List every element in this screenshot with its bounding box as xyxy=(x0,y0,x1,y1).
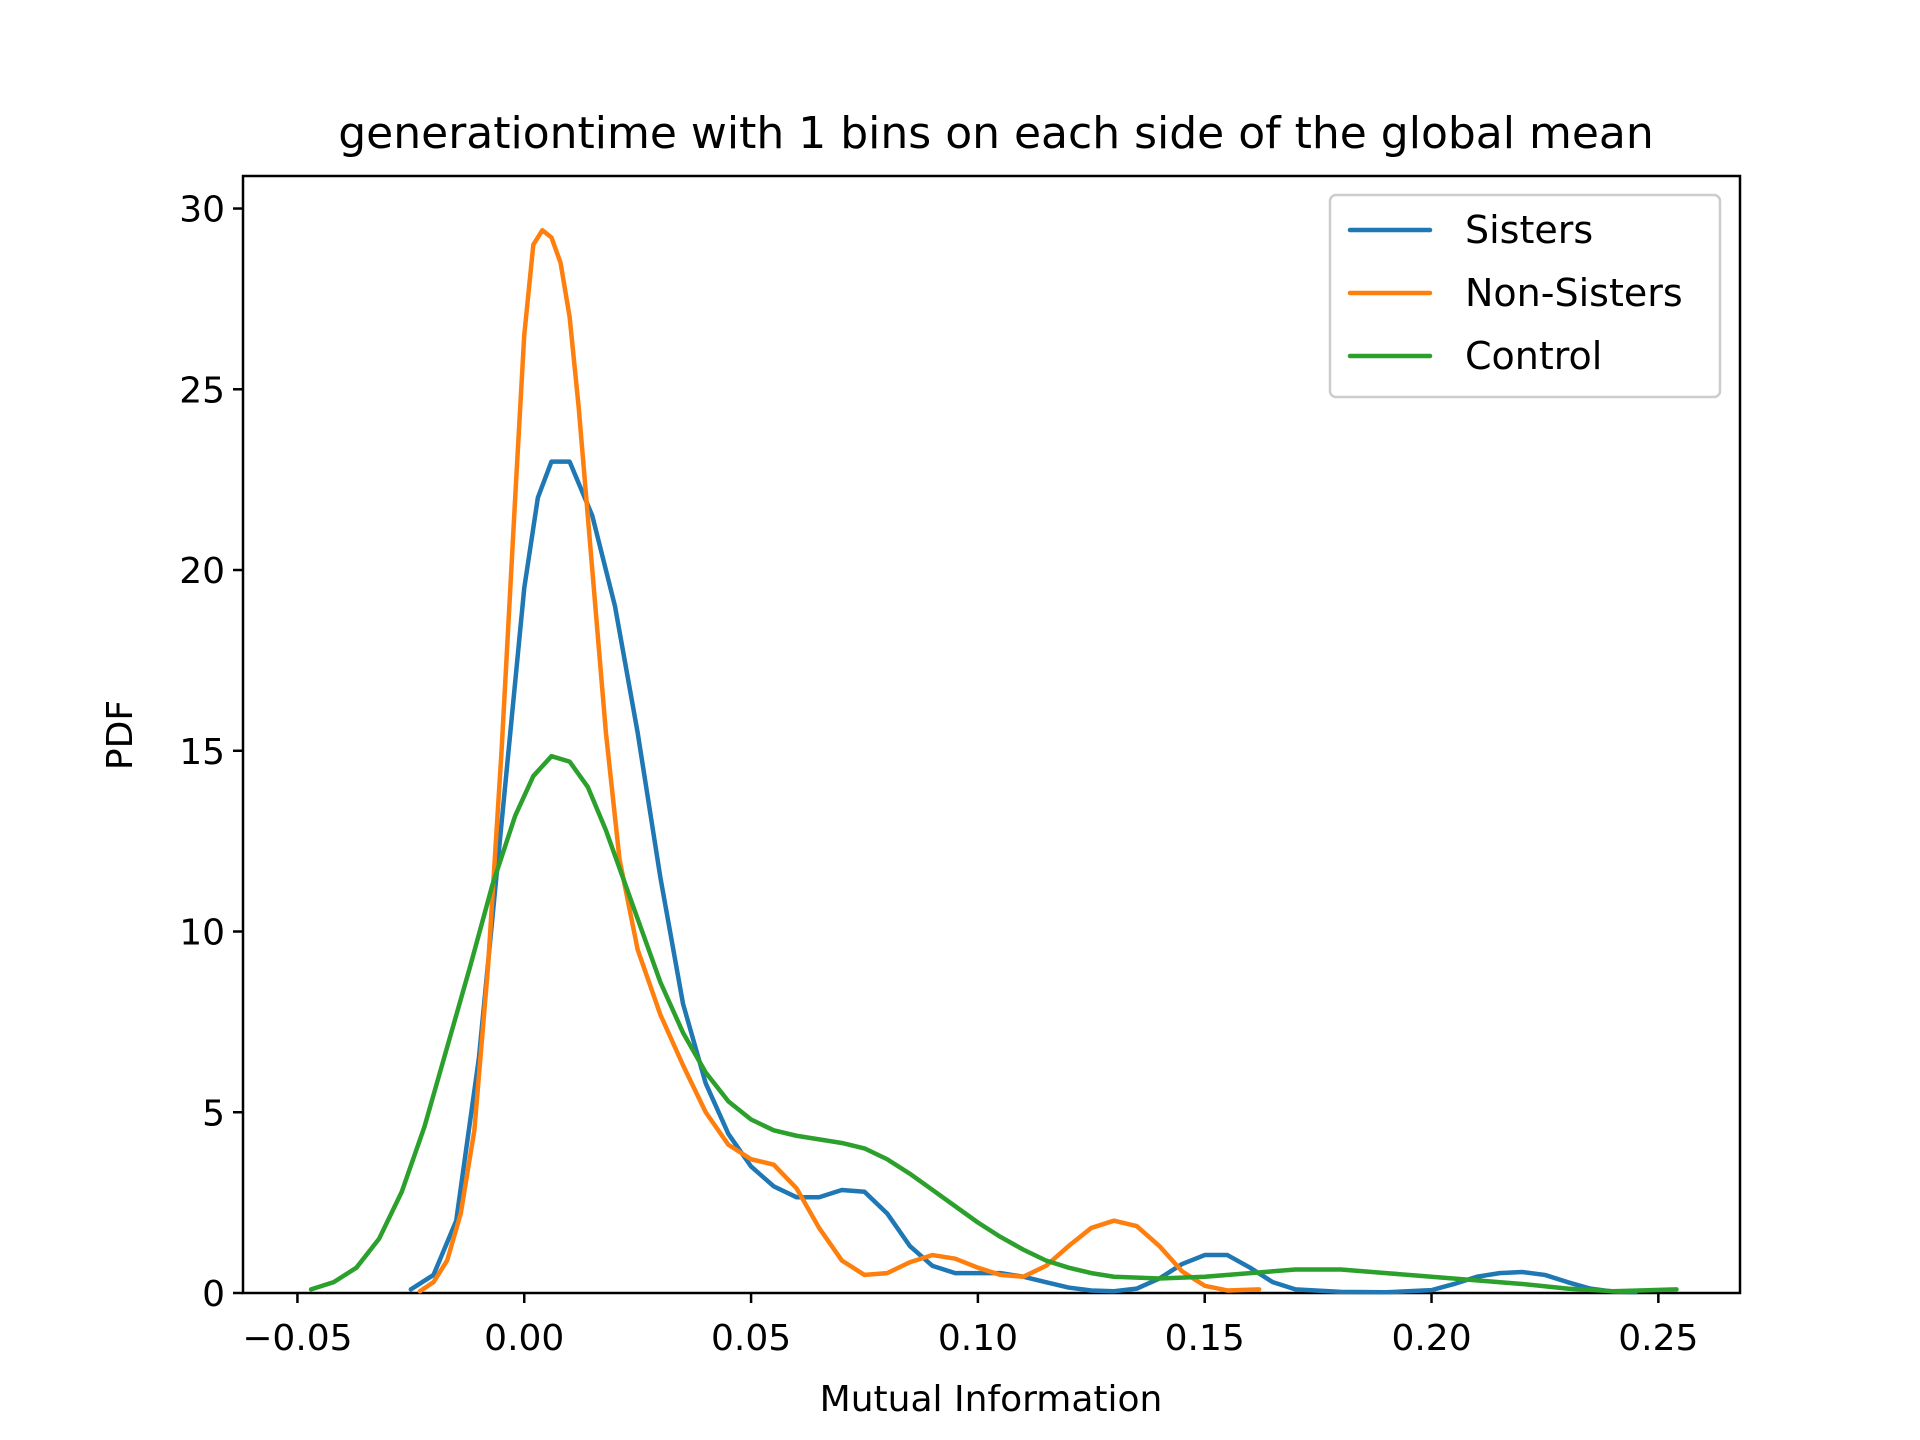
legend-label: Sisters xyxy=(1465,208,1593,252)
series-line-control xyxy=(308,753,1679,1294)
x-tick-label: 0.20 xyxy=(1391,1318,1471,1359)
plot-area xyxy=(241,174,1742,1295)
series-line-non-sisters xyxy=(417,227,1262,1294)
y-tick-label: 25 xyxy=(179,370,225,411)
y-tick-label: 30 xyxy=(179,190,225,231)
x-tick-label: 0.05 xyxy=(711,1318,791,1359)
chart-title: generationtime with 1 bins on each side … xyxy=(338,108,1654,159)
y-tick-label: 15 xyxy=(179,732,225,773)
x-tick-label: 0.00 xyxy=(484,1318,564,1359)
y-tick-label: 0 xyxy=(202,1274,225,1315)
x-tick-label: 0.25 xyxy=(1618,1318,1698,1359)
y-tick-label: 20 xyxy=(179,551,225,592)
legend-label: Non-Sisters xyxy=(1465,271,1683,315)
y-tick-label: 5 xyxy=(202,1093,225,1134)
x-tick-label: −0.05 xyxy=(242,1318,352,1359)
x-tick-label: 0.15 xyxy=(1165,1318,1245,1359)
legend-frame xyxy=(1328,193,1722,399)
legend: Sisters Non-Sisters Control xyxy=(1328,193,1722,399)
x-axis-label: Mutual Information xyxy=(820,1379,1163,1420)
x-axis: −0.05 0.00 0.05 0.10 0.15 0.20 0.25 xyxy=(242,1293,1698,1359)
plot-frame xyxy=(241,174,1742,1295)
series-layer xyxy=(308,227,1679,1295)
y-axis-label: PDF xyxy=(100,700,141,770)
y-axis: 0 5 10 15 20 25 30 xyxy=(179,190,243,1315)
x-tick-label: 0.10 xyxy=(938,1318,1018,1359)
y-tick-label: 10 xyxy=(179,913,225,954)
legend-label: Control xyxy=(1465,334,1602,378)
